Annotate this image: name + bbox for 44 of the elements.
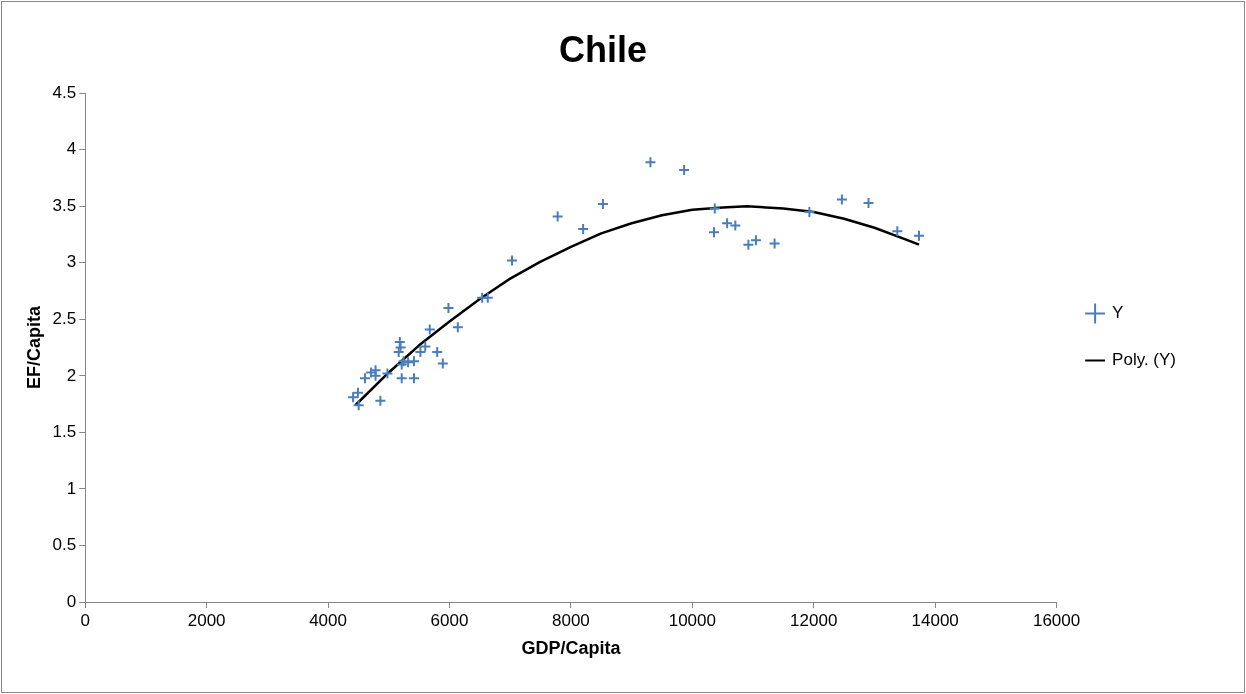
point [551, 210, 564, 223]
point [644, 156, 657, 169]
y-tick-label: 3 [66, 252, 77, 272]
y-tick-label: 2.5 [52, 309, 77, 329]
point [749, 234, 762, 247]
point [768, 237, 781, 250]
point [729, 219, 742, 232]
x-tick-label: 6000 [430, 610, 469, 630]
x-tick-label: 8000 [551, 610, 590, 630]
point [742, 238, 755, 251]
y-tick-label: 2 [66, 365, 77, 385]
y-tick-label: 0.5 [52, 535, 77, 555]
point [408, 372, 421, 385]
point [381, 367, 394, 380]
point [835, 193, 848, 206]
legend-label: Poly. (Y) [1112, 350, 1177, 370]
point [708, 226, 720, 239]
point [374, 394, 387, 407]
legend-label: Y [1112, 303, 1124, 323]
point [423, 323, 436, 336]
y-axis-title: EF/Capita [23, 305, 44, 390]
x-tick-label: 4000 [309, 610, 347, 630]
point [891, 225, 904, 238]
y-tick-label: 4.5 [52, 82, 77, 102]
point [721, 217, 734, 230]
x-tick-label: 14000 [911, 610, 959, 630]
y-tick-label: 1.5 [52, 422, 77, 442]
x-tick-label: 16000 [1032, 610, 1081, 630]
x-tick-label: 2000 [187, 610, 226, 630]
x-tick-label: 0 [80, 610, 90, 630]
x-tick-label: 10000 [668, 610, 716, 630]
y-tick-label: 1 [66, 478, 77, 498]
point [408, 355, 421, 368]
point [436, 357, 449, 370]
point [451, 321, 464, 334]
y-tick-label: 4 [66, 139, 77, 159]
point [708, 202, 721, 215]
x-axis-title: GDP/Capita [521, 638, 622, 659]
point [419, 340, 432, 353]
point [395, 372, 408, 385]
y-tick-label: 0 [66, 591, 77, 611]
x-tick-label: 12000 [790, 610, 838, 630]
chart-title: Chile [558, 28, 648, 70]
y-tick-label: 3.5 [52, 195, 77, 215]
